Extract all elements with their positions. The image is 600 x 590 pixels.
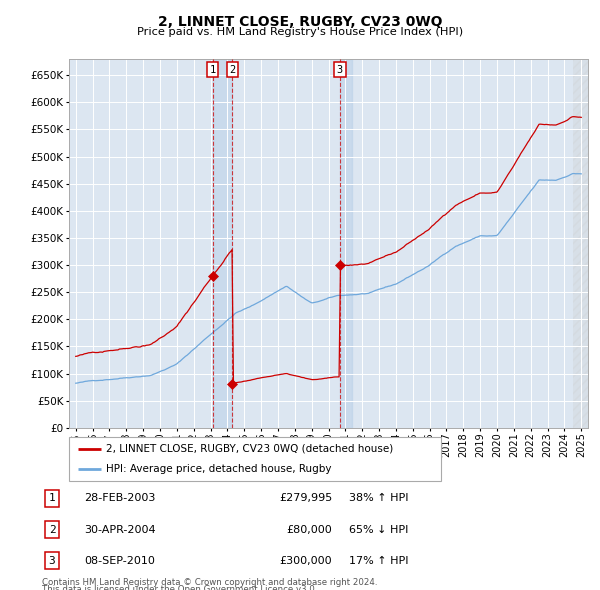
Text: £80,000: £80,000 [286,525,332,535]
Text: Price paid vs. HM Land Registry's House Price Index (HPI): Price paid vs. HM Land Registry's House … [137,27,463,37]
Text: Contains HM Land Registry data © Crown copyright and database right 2024.: Contains HM Land Registry data © Crown c… [42,578,377,587]
Text: £300,000: £300,000 [280,556,332,566]
Text: HPI: Average price, detached house, Rugby: HPI: Average price, detached house, Rugb… [106,464,332,474]
Bar [573,59,588,428]
Text: 65% ↓ HPI: 65% ↓ HPI [349,525,408,535]
Text: 2, LINNET CLOSE, RUGBY, CV23 0WQ: 2, LINNET CLOSE, RUGBY, CV23 0WQ [158,15,442,29]
Bar [340,59,352,428]
Text: 28-FEB-2003: 28-FEB-2003 [84,493,155,503]
Text: 2: 2 [229,64,235,74]
Text: 17% ↑ HPI: 17% ↑ HPI [349,556,409,566]
Text: 30-APR-2004: 30-APR-2004 [84,525,155,535]
Text: 38% ↑ HPI: 38% ↑ HPI [349,493,409,503]
Text: 3: 3 [49,556,55,566]
Text: 08-SEP-2010: 08-SEP-2010 [84,556,155,566]
Text: 1: 1 [49,493,55,503]
Bar [212,59,232,428]
Text: This data is licensed under the Open Government Licence v3.0.: This data is licensed under the Open Gov… [42,585,317,590]
Text: 2: 2 [49,525,55,535]
Text: 3: 3 [337,64,343,74]
Text: 2, LINNET CLOSE, RUGBY, CV23 0WQ (detached house): 2, LINNET CLOSE, RUGBY, CV23 0WQ (detach… [106,444,394,454]
Text: 1: 1 [209,64,215,74]
Text: £279,995: £279,995 [279,493,332,503]
